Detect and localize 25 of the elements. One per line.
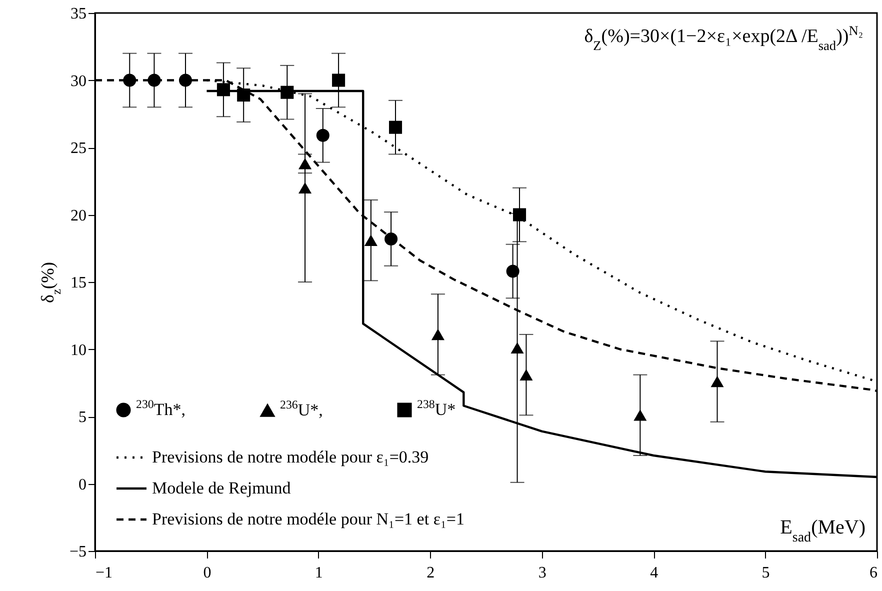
y-tick-label: 20 <box>70 207 86 224</box>
y-tick-label: 5 <box>78 409 86 426</box>
y-tick-label: 0 <box>78 476 86 494</box>
y-tick-label: 35 <box>70 6 86 22</box>
x-tick-label: 2 <box>426 564 435 582</box>
annotation: δ$_{Z}$(%)=30×(1−2×ε₁×exp(2Δ /E$_{sad}$))$^{N₂}$ <box>584 22 863 52</box>
legend-label: $^{230}$Th*, <box>136 396 186 419</box>
x-tick-label: 3 <box>538 564 546 582</box>
x-tick-label: −1 <box>96 564 113 582</box>
y-tick-label: 25 <box>70 140 86 157</box>
legend-label: Previsions de notre modéle pour N₁=1 et ε₁=1 <box>152 510 464 528</box>
x-tick-label: 5 <box>762 564 770 582</box>
legend-label: Previsions de notre modéle pour ε₁=0.39 <box>152 448 429 466</box>
x-tick-label: 1 <box>314 564 323 582</box>
x-tick-label: 4 <box>650 564 658 582</box>
x-tick-label: 6 <box>870 564 878 582</box>
legend-label: Modele de Rejmund <box>152 478 292 498</box>
y-tick-label: −5 <box>69 544 86 560</box>
y-tick-label: 30 <box>70 72 86 90</box>
legend-label: $^{238}$U* <box>417 396 456 419</box>
x-axis-title: E$_{sad}$(MeV) <box>780 516 866 545</box>
legend-label: $^{236}$U*, <box>280 397 323 420</box>
y-tick-label: 10 <box>70 342 86 359</box>
y-tick-label: 15 <box>70 274 86 292</box>
x-tick-label: 0 <box>203 564 212 582</box>
